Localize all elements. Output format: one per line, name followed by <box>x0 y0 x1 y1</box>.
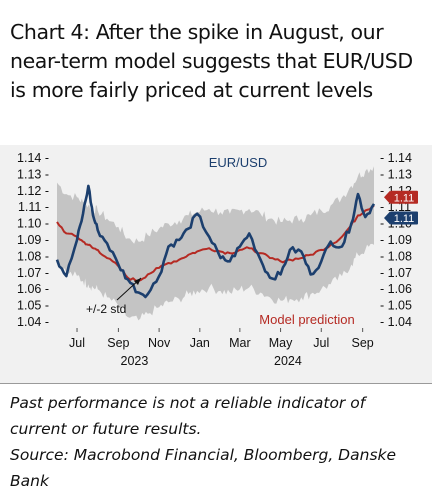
x-tick-label: Jan <box>190 336 210 350</box>
std-band <box>57 166 374 321</box>
divider <box>0 383 432 384</box>
y-tick-label-right: - 1.07 <box>380 266 412 280</box>
chart-area: 1.14 -- 1.141.13 -- 1.131.12 -- 1.121.11… <box>0 145 432 383</box>
band-label-arrow-head <box>134 278 141 285</box>
eurusd-series-label: EUR/USD <box>209 155 268 170</box>
end-tag-layer: 1.11 1.11 <box>384 190 418 225</box>
x-tick-label: Nov <box>148 336 171 350</box>
annotation-layer: EUR/USD Model prediction +/-2 std <box>86 155 355 327</box>
series-layer <box>55 184 376 299</box>
x-tick-label: May <box>269 336 293 350</box>
x-tick-label: Sep <box>352 336 374 350</box>
x-year-label: 2023 <box>121 354 149 368</box>
y-tick-label-left: 1.14 - <box>17 151 49 165</box>
y-tick-label-left: 1.07 - <box>17 266 49 280</box>
chart-title: Chart 4: After the spike in August, our … <box>10 20 413 102</box>
y-tick-label-left: 1.04 - <box>17 315 49 329</box>
eurusd-chart: 1.14 -- 1.141.13 -- 1.131.12 -- 1.121.11… <box>17 151 418 368</box>
eurusd-line <box>55 184 376 299</box>
eurusd-end-tag <box>390 211 418 225</box>
y-tick-label-left: 1.12 - <box>17 184 49 198</box>
y-tick-label-left: 1.06 - <box>17 282 49 296</box>
x-tick-label: Mar <box>229 336 251 350</box>
axis-layer: 1.14 -- 1.141.13 -- 1.131.12 -- 1.121.11… <box>17 151 412 368</box>
disclaimer-note: Past performance is not a reliable indic… <box>10 394 366 438</box>
x-tick-label: Jul <box>69 336 85 350</box>
model-end-tag-text: 1.11 <box>394 192 415 204</box>
y-tick-label-left: 1.09 - <box>17 233 49 247</box>
y-tick-label-right: - 1.04 <box>380 315 412 329</box>
model-prediction-line <box>56 204 375 282</box>
x-tick-label: Sep <box>107 336 129 350</box>
y-tick-label-right: - 1.05 <box>380 299 412 313</box>
band-label: +/-2 std <box>86 302 126 316</box>
model-end-tag-arrow <box>384 190 390 204</box>
model-end-tag <box>390 190 418 204</box>
y-tick-label-right: - 1.14 <box>380 151 412 165</box>
x-tick-label: Jul <box>313 336 329 350</box>
y-tick-label-left: 1.13 - <box>17 167 49 181</box>
y-tick-label-left: 1.10 - <box>17 217 49 231</box>
y-tick-label-left: 1.08 - <box>17 249 49 263</box>
x-year-label: 2024 <box>274 354 302 368</box>
y-tick-label-right: - 1.09 <box>380 233 412 247</box>
y-tick-label-left: 1.05 - <box>17 299 49 313</box>
eurusd-end-tag-arrow <box>384 211 390 225</box>
y-tick-label-left: 1.11 - <box>18 200 49 214</box>
source-note: Source: Macrobond Financial, Bloomberg, … <box>10 446 397 490</box>
y-tick-label-right: - 1.06 <box>380 282 412 296</box>
model-prediction-label: Model prediction <box>259 312 354 327</box>
eurusd-end-tag-text: 1.11 <box>394 213 415 225</box>
y-tick-label-right: - 1.08 <box>380 249 412 263</box>
std-band-layer <box>57 166 374 321</box>
y-tick-label-right: - 1.13 <box>380 167 412 181</box>
